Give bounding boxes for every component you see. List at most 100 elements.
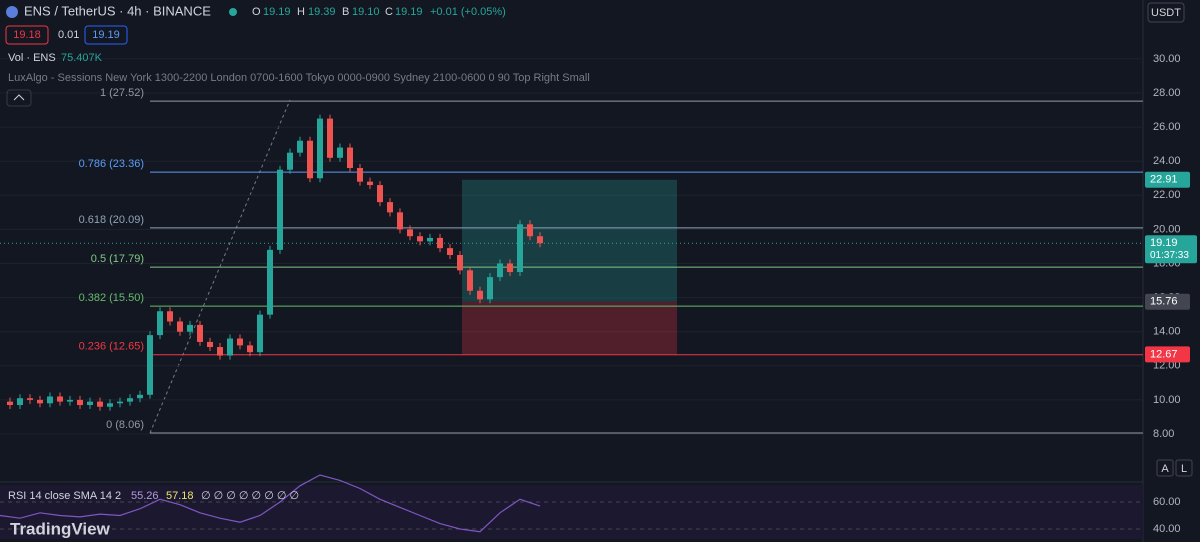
- candle-body: [497, 263, 503, 278]
- sell-button[interactable]: [5, 25, 49, 45]
- candle-body: [97, 401, 103, 407]
- currency[interactable]: USDT: [1151, 7, 1181, 19]
- price-tick: 8.00: [1153, 428, 1174, 440]
- candle-body: [287, 152, 293, 170]
- fib-label: 0.5 (17.79): [91, 253, 144, 265]
- candle-body: [47, 396, 53, 404]
- stop-zone: [462, 301, 677, 355]
- candle-body: [117, 401, 123, 404]
- spread: 0.01: [58, 29, 79, 41]
- rsi-value: 55.26: [131, 490, 159, 502]
- rsi-name: RSI 14 close SMA 14 2: [8, 490, 121, 502]
- rsi-line: [0, 474, 541, 533]
- price-tag-label: 15.76: [1150, 296, 1178, 308]
- candle-body: [297, 140, 303, 153]
- o-label: O: [252, 6, 261, 18]
- candle-body: [87, 401, 93, 406]
- candle-body: [317, 118, 323, 179]
- auto-button[interactable]: [1156, 459, 1174, 477]
- candle-body: [427, 237, 433, 242]
- rsi-extra: ∅ ∅ ∅ ∅ ∅ ∅ ∅ ∅: [201, 490, 299, 502]
- fib-label: 0.236 (12.65): [79, 341, 144, 353]
- candle-body: [7, 401, 13, 406]
- candle-body: [377, 185, 383, 203]
- b-label: B: [342, 6, 349, 18]
- candle-body: [387, 202, 393, 213]
- price-tag: [1145, 171, 1190, 188]
- price-tick: 20.00: [1153, 223, 1181, 235]
- b-value: 19.10: [352, 6, 380, 18]
- candle-body: [247, 345, 253, 353]
- volume-value: 75.407K: [61, 52, 103, 64]
- candle-body: [237, 338, 243, 346]
- candle-body: [107, 403, 113, 407]
- price-tag-label: 22.91: [1150, 174, 1178, 186]
- currency-button[interactable]: [1147, 2, 1185, 23]
- fib-label: 0 (8.06): [106, 419, 144, 431]
- rsi-band: [0, 485, 1143, 539]
- symbol[interactable]: ENS / TetherUS · 4h · BINANCE: [24, 3, 211, 18]
- candle-body: [77, 399, 83, 406]
- log-button[interactable]: [1175, 459, 1193, 477]
- log-label[interactable]: L: [1181, 463, 1187, 475]
- collapse-button[interactable]: [6, 89, 32, 107]
- candle-body: [407, 229, 413, 237]
- candle-body: [187, 324, 193, 332]
- candle-body: [367, 181, 373, 186]
- candle-body: [167, 311, 173, 322]
- candle-body: [27, 398, 33, 400]
- rsi-tick: 60.00: [1153, 496, 1181, 508]
- candle-body: [337, 147, 343, 158]
- rsi-sma: 57.18: [166, 490, 194, 502]
- candle-body: [17, 398, 23, 406]
- candle-body: [467, 270, 473, 291]
- buy-button[interactable]: [84, 25, 128, 45]
- sell-price[interactable]: 19.18: [13, 29, 41, 41]
- candle-body: [327, 118, 333, 158]
- price-tick: 12.00: [1153, 360, 1181, 372]
- brand[interactable]: TradingView: [10, 519, 111, 538]
- candle-body: [267, 249, 273, 315]
- profit-zone: [462, 179, 677, 302]
- coin-icon: [6, 6, 18, 18]
- buy-price[interactable]: 19.19: [92, 29, 120, 41]
- candle-body: [177, 321, 183, 332]
- candle-body: [477, 290, 483, 300]
- o-value: 19.19: [263, 6, 291, 18]
- candle-body: [347, 147, 353, 169]
- candle-body: [437, 237, 443, 249]
- price-tick: 24.00: [1153, 155, 1181, 167]
- candle-body: [207, 341, 213, 348]
- fib-label: 0.786 (23.36): [79, 158, 144, 170]
- price-tick: 30.00: [1153, 53, 1181, 65]
- candle-body: [57, 396, 63, 402]
- candle-body: [417, 236, 423, 242]
- candle-body: [457, 254, 463, 271]
- candle-body: [127, 398, 133, 402]
- collapse-icon: [13, 94, 25, 101]
- candle-body: [217, 347, 223, 356]
- rsi-tick: 40.00: [1153, 523, 1181, 535]
- price-tick: 10.00: [1153, 394, 1181, 406]
- volume-name: Vol · ENS: [8, 52, 56, 64]
- price-tick: 26.00: [1153, 121, 1181, 133]
- candle-body: [227, 338, 233, 356]
- candle-body: [397, 212, 403, 230]
- candle-body: [357, 168, 363, 182]
- candle-body: [147, 335, 153, 395]
- candle-body: [307, 140, 313, 179]
- candle-body: [67, 399, 73, 402]
- candle-body: [37, 399, 43, 404]
- candle-body: [527, 224, 533, 237]
- price-tick: 28.00: [1153, 87, 1181, 99]
- candle-body: [277, 169, 283, 250]
- sessions-indicator: LuxAlgo - Sessions New York 1300-2200 Lo…: [8, 72, 590, 84]
- candle-body: [197, 324, 203, 342]
- candle-body: [537, 236, 543, 244]
- candle-body: [447, 248, 453, 255]
- countdown: 01:37:33: [1150, 250, 1189, 261]
- auto-label[interactable]: A: [1161, 463, 1169, 475]
- fib-trend: [149, 99, 291, 434]
- price-tag: [1145, 293, 1190, 310]
